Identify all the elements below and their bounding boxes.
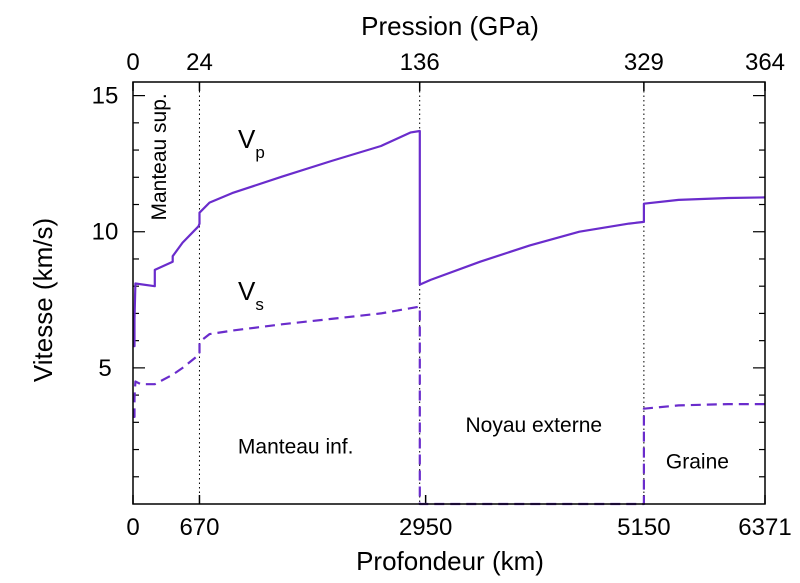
y-tick-label: 15 [92,83,119,110]
series-vs-line [133,305,765,506]
x-tick-label: 670 [179,514,219,541]
x-tick-label: 5150 [617,514,670,541]
region-label: Manteau inf. [238,436,354,459]
x-tick-label: 6371 [738,514,791,541]
vs-label-sub: s [255,295,264,314]
region-label: Manteau sup. [148,93,171,220]
region-label: Graine [666,451,729,474]
x-tick-label: 2950 [399,514,452,541]
series-vp-line [133,129,766,348]
top-axis-title: Pression (GPa) [361,11,539,41]
x-tick-label: 0 [126,514,139,541]
plot-area: 0 670 2950 5150 6371 0 24 136 329 364 5 10 15 Manteau… [92,49,792,541]
vp-label-sub: p [255,143,264,162]
top-tick-label: 364 [745,49,785,76]
y-tick-label: 10 [92,219,119,246]
x-axis-title: Profondeur (km) [356,546,544,576]
series-label-vp: Vp [238,124,265,162]
vs-label-main: V [238,276,256,306]
top-tick-label: 24 [186,49,213,76]
region-label: Noyau externe [465,414,602,437]
y-tick-label: 5 [98,355,111,382]
series-label-vs: Vs [238,276,264,314]
top-tick-label: 0 [126,49,139,76]
y-axis-title: Vitesse (km/s) [28,218,58,382]
vp-label-main: V [238,124,256,154]
top-tick-label: 329 [624,49,664,76]
plot-frame [132,81,766,505]
top-tick-label: 136 [400,49,440,76]
